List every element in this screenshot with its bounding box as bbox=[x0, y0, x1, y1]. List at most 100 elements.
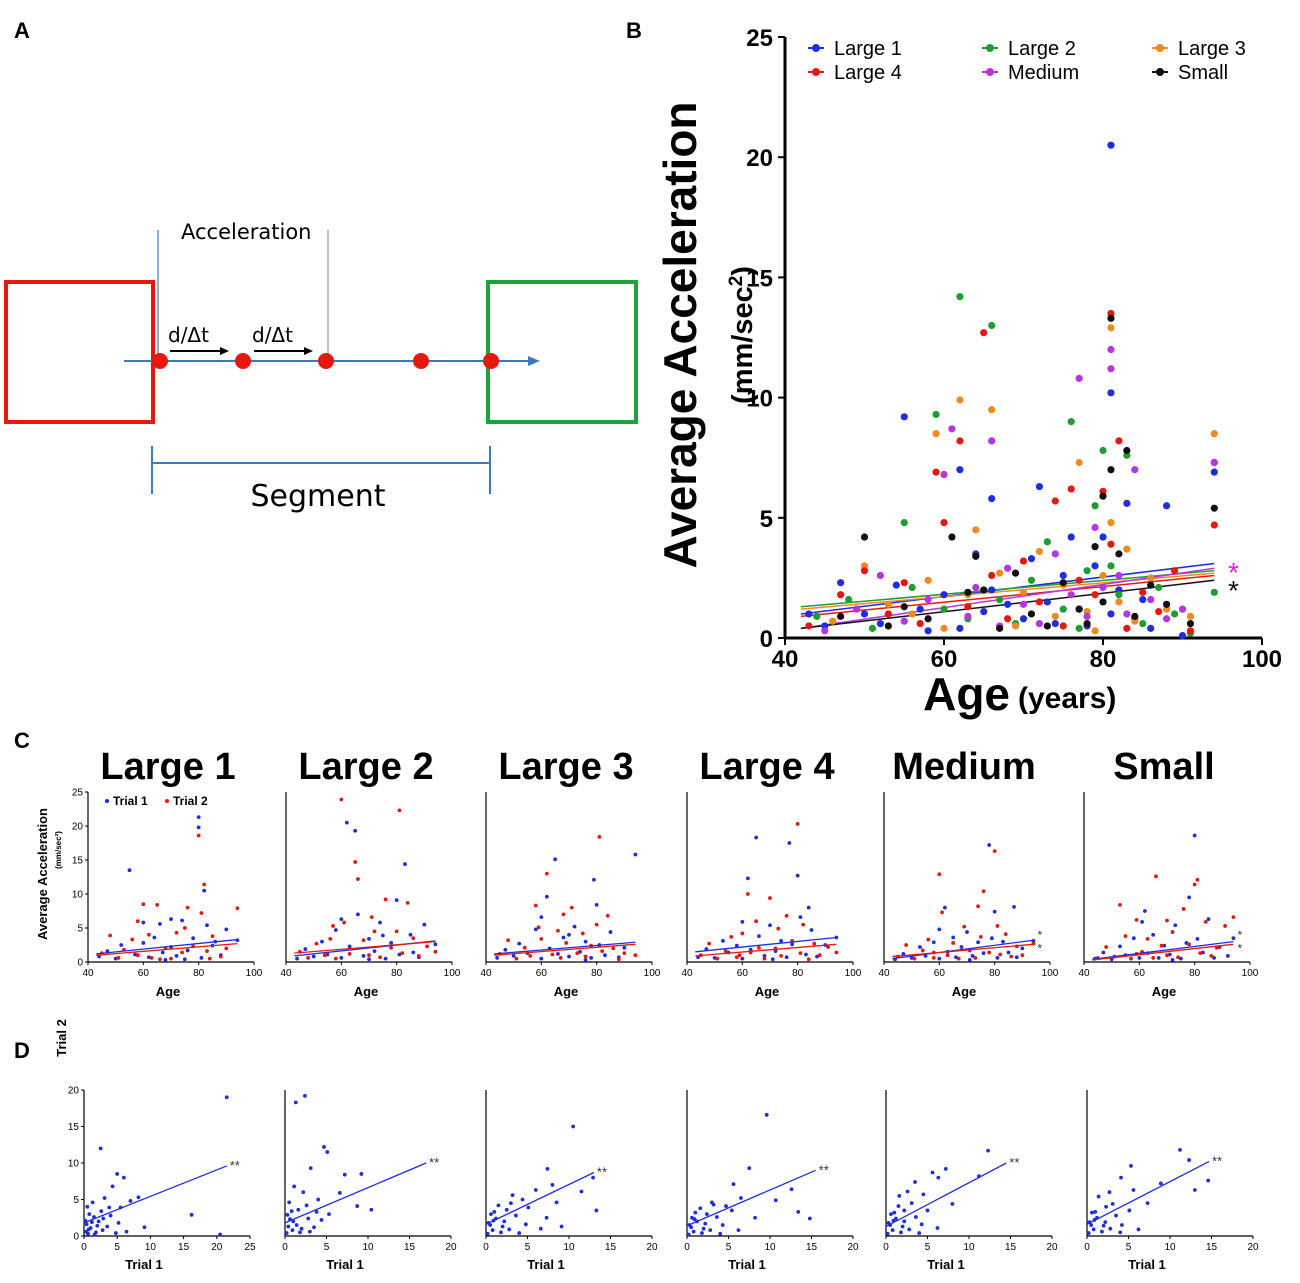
trial-2-point bbox=[1009, 954, 1014, 959]
data-point bbox=[1210, 588, 1218, 596]
data-point bbox=[1027, 555, 1036, 563]
trial-2-point bbox=[707, 941, 712, 946]
trial-2-point bbox=[333, 956, 338, 961]
data-point bbox=[1004, 615, 1012, 623]
data-point bbox=[1104, 1204, 1108, 1209]
data-point bbox=[720, 1223, 725, 1227]
data-point bbox=[714, 1215, 719, 1219]
data-point bbox=[900, 579, 908, 587]
trial-2-point bbox=[575, 951, 580, 956]
panel-d-y-axis-title: Trial 2 bbox=[54, 1019, 69, 1057]
subplot-x-tick-label: 100 bbox=[1042, 968, 1059, 979]
trial-2-point bbox=[1203, 919, 1208, 924]
trial-2-point bbox=[622, 951, 627, 956]
data-point bbox=[988, 494, 996, 503]
data-point bbox=[1210, 468, 1218, 476]
panel-label-c: C bbox=[14, 728, 30, 753]
data-point bbox=[1091, 523, 1099, 532]
trial-2-point bbox=[564, 941, 569, 945]
trial-1-point bbox=[1195, 936, 1200, 941]
data-point bbox=[1019, 615, 1028, 623]
data-point bbox=[1131, 612, 1139, 620]
data-point bbox=[594, 1208, 599, 1213]
data-point bbox=[301, 1190, 306, 1195]
data-point bbox=[509, 1201, 513, 1206]
subplot-x-tick-label: 5 bbox=[324, 1242, 330, 1253]
data-point bbox=[116, 1220, 121, 1225]
data-point bbox=[90, 1200, 95, 1205]
trial-1-point bbox=[163, 958, 168, 962]
trial-1-point bbox=[992, 909, 997, 914]
main-y-tick-label: 20 bbox=[746, 145, 773, 172]
trial-2-point bbox=[956, 956, 961, 961]
subplot-title: Large 3 bbox=[498, 746, 633, 788]
trial-1-point bbox=[592, 877, 596, 882]
data-point bbox=[316, 1197, 321, 1202]
data-point bbox=[591, 1175, 595, 1180]
trial-1-point bbox=[533, 927, 538, 932]
trial-1-point bbox=[1118, 944, 1122, 949]
data-point bbox=[900, 603, 908, 611]
data-point bbox=[988, 437, 996, 445]
main-y-axis-units: (mm/sec2) bbox=[726, 266, 760, 404]
trial-1-point bbox=[633, 852, 638, 857]
panel-c-labels: Average Acceleration (mm/sec²) Trial 1 T… bbox=[35, 794, 208, 940]
trial-1-point bbox=[768, 923, 772, 928]
data-point bbox=[296, 1207, 301, 1212]
main-x-tick-label: 60 bbox=[931, 646, 958, 673]
data-point bbox=[312, 1225, 316, 1230]
data-point bbox=[1051, 619, 1059, 628]
subplot-x-tick-label: 10 bbox=[764, 1242, 776, 1253]
trial-2-point bbox=[202, 882, 207, 887]
data-point bbox=[964, 588, 972, 596]
trial-1-point bbox=[762, 953, 767, 958]
subplot-small: Small 40 60 80 100 Age ** bbox=[1078, 746, 1258, 999]
data-point bbox=[1170, 610, 1179, 618]
trial-2-point bbox=[1165, 918, 1169, 923]
data-point bbox=[1035, 547, 1043, 556]
trial-2-point bbox=[506, 938, 511, 943]
trial-2-point bbox=[745, 892, 750, 896]
data-point bbox=[1178, 631, 1187, 640]
regression-line-large-3 bbox=[800, 572, 1215, 610]
regression-line-large-4 bbox=[800, 574, 1215, 618]
data-point bbox=[897, 1193, 902, 1198]
subplot-x-tick-label: 20 bbox=[445, 1242, 457, 1253]
trial-2-point bbox=[926, 937, 931, 942]
subplot-x-axis-title: Age bbox=[1152, 984, 1177, 999]
data-point bbox=[294, 1223, 299, 1227]
subplot-x-tick-label: 60 bbox=[536, 968, 548, 979]
subplot-x-tick-label: 20 bbox=[211, 1242, 223, 1253]
subplot-x-tick-label: 60 bbox=[737, 968, 749, 979]
data-point bbox=[773, 1198, 778, 1203]
data-point bbox=[98, 1146, 103, 1151]
data-point bbox=[299, 1226, 304, 1231]
trial-1-fit-line bbox=[695, 936, 837, 953]
subplot-x-tick-label: 5 bbox=[114, 1242, 120, 1253]
significance-star: * bbox=[1038, 928, 1043, 942]
data-point bbox=[689, 1225, 694, 1230]
trial-2-point bbox=[945, 953, 950, 958]
subplot-x-axis-title: Trial 1 bbox=[728, 1257, 766, 1272]
data-point bbox=[988, 586, 996, 594]
data-point bbox=[1093, 1210, 1098, 1214]
data-point bbox=[876, 571, 885, 580]
data-point bbox=[1147, 595, 1155, 604]
trial-2-point bbox=[539, 936, 544, 941]
subplot-x-tick-label: 0 bbox=[81, 1242, 87, 1253]
trial-2-point bbox=[130, 937, 135, 942]
trial-1-point bbox=[981, 951, 986, 956]
data-point bbox=[136, 1195, 141, 1200]
trial-1-point bbox=[344, 820, 349, 825]
data-point bbox=[805, 622, 813, 630]
trial-1-point bbox=[1192, 833, 1197, 838]
trial-2-point bbox=[116, 956, 121, 960]
subplot-x-tick-label: 5 bbox=[925, 1242, 931, 1253]
series-large-2 bbox=[813, 293, 1218, 637]
significance-star: ** bbox=[230, 1158, 240, 1173]
significance-star: ** bbox=[1212, 1154, 1222, 1169]
data-point bbox=[902, 1219, 907, 1224]
data-point bbox=[500, 1224, 505, 1229]
trial-1-point bbox=[770, 957, 775, 962]
data-point bbox=[1067, 418, 1075, 426]
